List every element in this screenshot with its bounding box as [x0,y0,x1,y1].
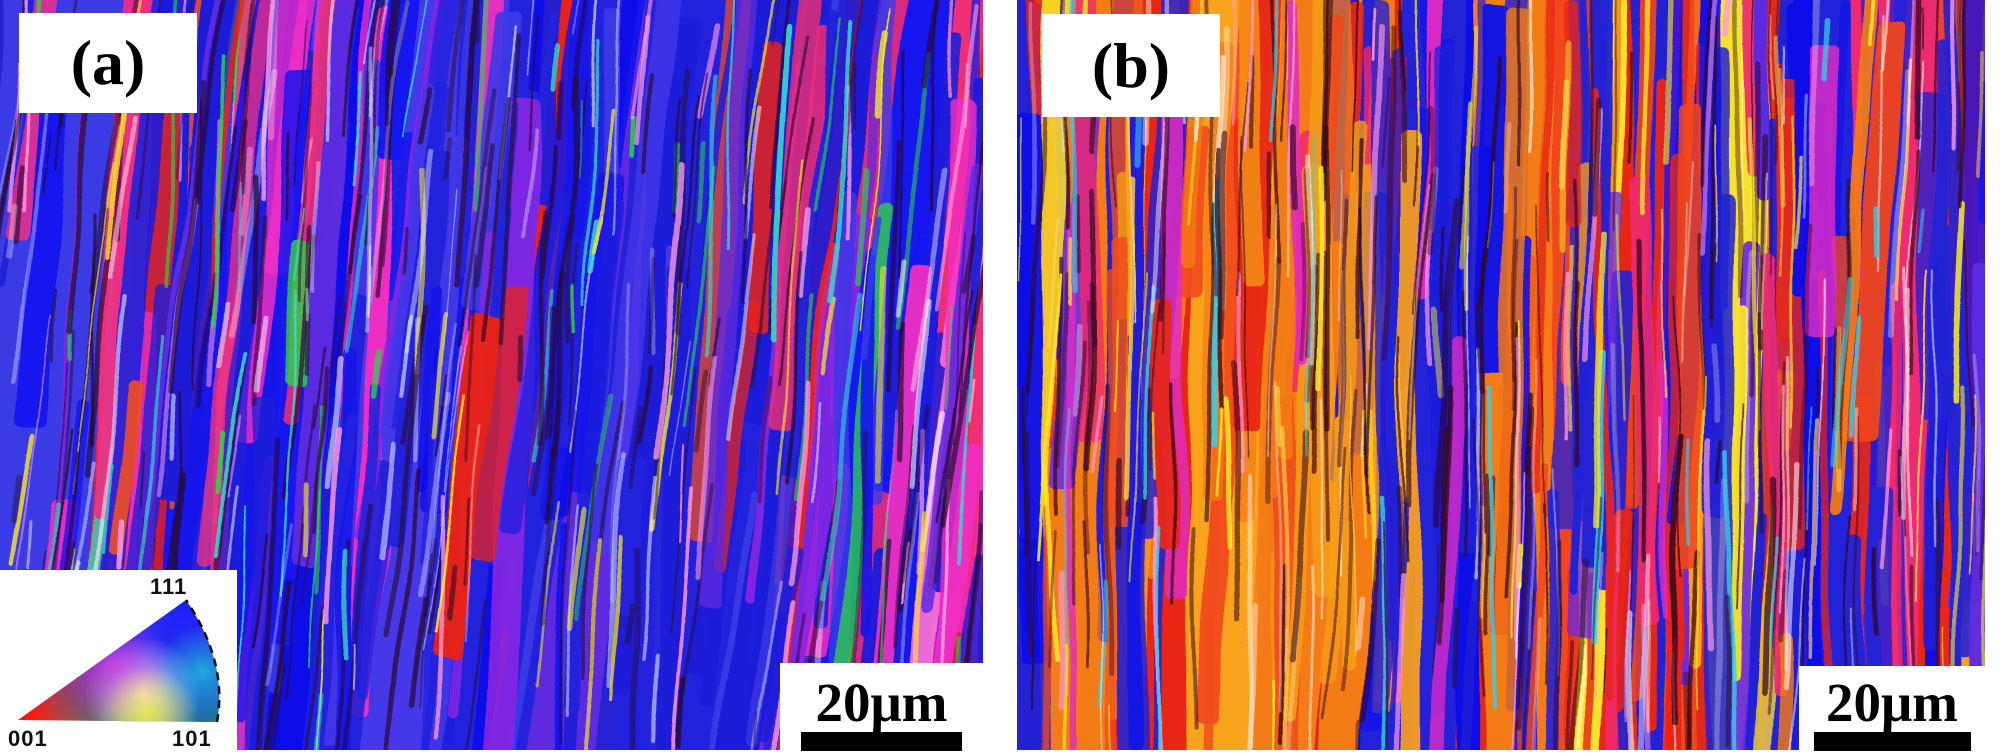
legend-label-111: 111 [150,574,188,599]
scale-bar-b-label: 20μm [1826,671,1958,733]
scale-bar-a-label: 20μm [815,671,948,733]
panel-b-ipf-map [1017,0,1985,750]
panel-b-microstructure-texture [1017,0,1985,750]
panel-b-label: (b) [1091,29,1171,101]
scale-bar-a-line [801,732,962,751]
panel-a-label: (a) [70,27,146,98]
ipf-color-key: 111 001 101 [0,570,237,756]
panel-a-label-box: (a) [19,13,197,113]
scale-bar-a: 20μm [780,663,983,756]
panel-b-label-box: (b) [1042,14,1220,117]
legend-label-101: 101 [172,726,212,751]
ipf-triangle [18,599,221,723]
triangle-dashed-edge [184,599,221,723]
scale-bar-b-line [1813,732,1971,751]
legend-label-001: 001 [8,726,48,751]
scale-bar-b: 20μm [1799,666,1985,756]
